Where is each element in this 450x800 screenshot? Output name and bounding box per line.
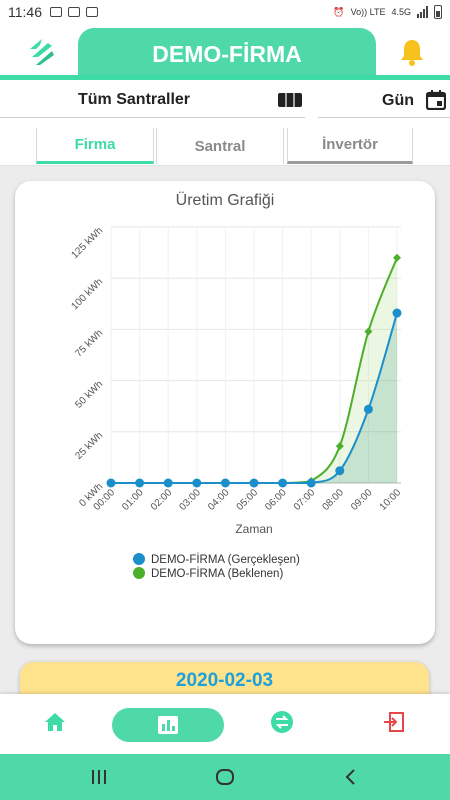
production-chart-card: Üretim Grafiği 0 kWh 25 kWh 50 kWh 75 kWh 100… bbox=[15, 181, 435, 644]
y-tick-label: 100 kWh bbox=[69, 277, 105, 313]
solar-panel-icon bbox=[278, 93, 302, 107]
series-area bbox=[111, 257, 397, 483]
x-tick-label: 08:00 bbox=[320, 487, 346, 513]
logout-icon[interactable] bbox=[382, 710, 406, 734]
nav-chart-button[interactable] bbox=[112, 708, 224, 742]
data-point bbox=[364, 327, 373, 336]
network-label: Vo)) LTE bbox=[350, 7, 386, 17]
logo-icon[interactable] bbox=[26, 37, 56, 67]
x-tick-label: 01:00 bbox=[120, 487, 146, 513]
legend-marker bbox=[133, 553, 145, 565]
legend-marker bbox=[133, 567, 145, 579]
y-tick-label: 75 kWh bbox=[73, 328, 105, 360]
calendar-icon bbox=[426, 90, 446, 110]
notification-icons bbox=[50, 7, 98, 17]
data-point bbox=[106, 478, 116, 488]
transfer-icon[interactable] bbox=[270, 710, 294, 734]
app-header: DEMO-FİRMA bbox=[0, 24, 450, 80]
plant-selector-label: Tüm Santraller bbox=[78, 90, 191, 108]
company-title: DEMO-FİRMA bbox=[78, 28, 376, 80]
app-notification-icon bbox=[86, 7, 98, 17]
x-tick-label: 10:00 bbox=[378, 487, 404, 513]
bottom-navigation bbox=[0, 694, 450, 754]
x-tick-label: 03:00 bbox=[177, 487, 203, 513]
x-axis-label: Zaman bbox=[235, 522, 272, 536]
bell-icon[interactable] bbox=[399, 38, 425, 66]
status-right: ⏰ Vo)) LTE 4.5G bbox=[333, 5, 442, 19]
series-area bbox=[111, 313, 397, 483]
alarm-icon: ⏰ bbox=[333, 6, 345, 17]
x-tick-label: 05:00 bbox=[235, 487, 261, 513]
view-tabs: Firma Santral İnvertör bbox=[0, 122, 450, 166]
data-point bbox=[135, 478, 145, 488]
period-selector[interactable]: Gün bbox=[318, 82, 450, 118]
status-bar: 11:46 ⏰ Vo)) LTE 4.5G bbox=[0, 0, 450, 24]
legend-label: DEMO-FİRMA (Gerçekleşen) bbox=[151, 553, 300, 566]
data-point bbox=[163, 478, 173, 488]
chart-icon bbox=[158, 716, 178, 734]
plant-selector[interactable]: Tüm Santraller bbox=[0, 82, 305, 118]
home-button-icon[interactable] bbox=[215, 767, 235, 787]
data-point bbox=[393, 253, 401, 262]
system-navigation bbox=[0, 754, 450, 800]
data-point bbox=[335, 466, 345, 476]
battery-icon bbox=[434, 5, 442, 19]
x-tick-label: 09:00 bbox=[349, 487, 375, 513]
data-point bbox=[363, 404, 373, 414]
filter-bar: Tüm Santraller Gün bbox=[0, 80, 450, 122]
x-tick-label: 02:00 bbox=[149, 487, 175, 513]
y-tick-label: 25 kWh bbox=[73, 430, 105, 462]
laptop-notification-icon bbox=[68, 7, 80, 17]
back-icon[interactable] bbox=[341, 767, 361, 787]
image-notification-icon bbox=[50, 7, 62, 17]
signal-icon bbox=[417, 6, 428, 18]
x-tick-label: 07:00 bbox=[292, 487, 318, 513]
header-underline bbox=[0, 75, 450, 80]
selected-date: 2020-02-03 bbox=[175, 670, 274, 691]
data-point bbox=[220, 478, 230, 488]
status-time: 11:46 bbox=[8, 4, 42, 20]
data-point bbox=[306, 478, 316, 488]
x-tick-label: 06:00 bbox=[263, 487, 289, 513]
period-selector-label: Gün bbox=[382, 92, 414, 109]
legend-label: DEMO-FİRMA (Beklenen) bbox=[151, 567, 283, 580]
data-point bbox=[249, 478, 259, 488]
tab-firma[interactable]: Firma bbox=[36, 128, 154, 164]
data-point bbox=[335, 442, 344, 451]
y-tick-label: 50 kWh bbox=[73, 379, 105, 411]
home-icon[interactable] bbox=[43, 710, 67, 734]
data-point bbox=[192, 478, 202, 488]
chart-title: Üretim Grafiği bbox=[176, 191, 275, 209]
tab-invertor[interactable]: İnvertör bbox=[287, 128, 413, 164]
data-point bbox=[392, 308, 402, 318]
x-tick-label: 04:00 bbox=[206, 487, 232, 513]
recent-apps-icon[interactable] bbox=[89, 767, 109, 787]
tab-santral[interactable]: Santral bbox=[156, 128, 284, 164]
y-tick-label: 125 kWh bbox=[69, 225, 105, 261]
data-point bbox=[278, 478, 288, 488]
network-gen: 4.5G bbox=[391, 7, 411, 17]
